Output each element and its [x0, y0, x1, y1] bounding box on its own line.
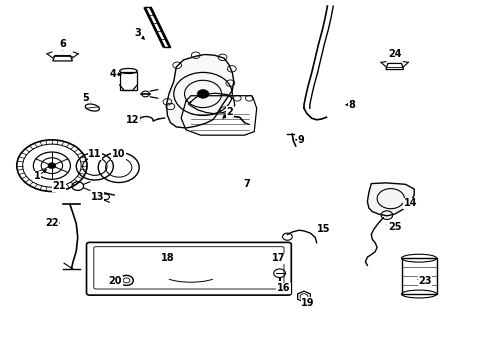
- Bar: [401, 258, 436, 294]
- Bar: [120, 72, 137, 90]
- Text: 17: 17: [271, 253, 285, 263]
- Text: 20: 20: [108, 276, 122, 286]
- Polygon shape: [166, 54, 233, 128]
- Text: 13: 13: [90, 192, 104, 202]
- Text: 1: 1: [34, 171, 41, 181]
- Text: 25: 25: [387, 222, 401, 231]
- Circle shape: [48, 163, 56, 168]
- Text: 12: 12: [125, 115, 139, 125]
- Text: 14: 14: [403, 198, 416, 208]
- Text: 8: 8: [347, 100, 354, 110]
- Text: 4: 4: [109, 69, 116, 79]
- Text: 24: 24: [387, 49, 401, 59]
- Text: 2: 2: [226, 107, 233, 117]
- Text: 22: 22: [45, 218, 59, 228]
- Text: 3: 3: [135, 28, 142, 38]
- Text: 21: 21: [52, 181, 66, 192]
- Text: 6: 6: [59, 40, 66, 49]
- Text: 23: 23: [417, 276, 431, 286]
- Text: 9: 9: [297, 135, 304, 145]
- Text: 16: 16: [276, 283, 290, 293]
- Text: 19: 19: [301, 298, 314, 308]
- Text: 7: 7: [243, 179, 250, 189]
- Circle shape: [197, 90, 208, 98]
- Polygon shape: [366, 183, 413, 216]
- Text: 11: 11: [88, 149, 102, 159]
- Text: 5: 5: [82, 93, 89, 103]
- Text: 18: 18: [161, 253, 174, 263]
- Text: 10: 10: [112, 149, 125, 159]
- Text: 15: 15: [316, 225, 329, 234]
